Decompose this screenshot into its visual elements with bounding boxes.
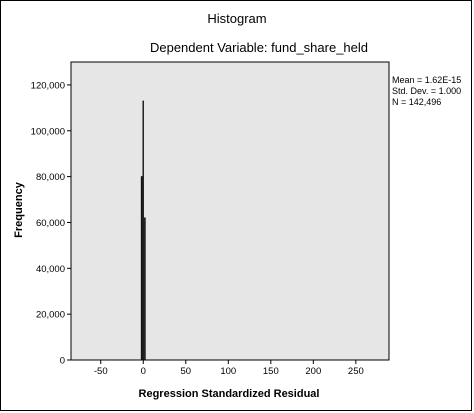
y-axis-label: Frequency [13, 181, 25, 238]
x-tick-label: -50 [94, 366, 108, 377]
y-tick-label: 20,000 [36, 310, 65, 321]
y-tick-label: 80,000 [36, 172, 65, 183]
x-tick-label: 200 [305, 366, 321, 377]
x-tick-label: 250 [348, 366, 364, 377]
x-tick-label: 0 [141, 366, 146, 377]
y-axis: 0 20,000 40,000 60,000 80,000 100,000 120,000 [31, 80, 71, 367]
stat-n: N = 142,496 [392, 97, 441, 107]
x-tick-label: 150 [263, 366, 279, 377]
x-axis-label: Regression Standardized Residual [139, 388, 320, 400]
stat-std-dev: Std. Dev. = 1.000 [392, 86, 461, 96]
y-tick-label: 0 [60, 356, 65, 367]
plot-area [70, 61, 390, 361]
y-tick-label: 120,000 [31, 80, 65, 91]
statistics-box: Mean = 1.62E-15 Std. Dev. = 1.000 N = 14… [392, 75, 461, 107]
y-tick-label: 40,000 [36, 264, 65, 275]
chart-subtitle: Dependent Variable: fund_share_held [150, 40, 368, 55]
y-tick-label: 60,000 [36, 218, 65, 229]
x-tick-label: 50 [180, 366, 191, 377]
y-tick-label: 100,000 [31, 126, 65, 137]
chart-title: Histogram [207, 11, 266, 26]
stat-mean: Mean = 1.62E-15 [392, 75, 461, 85]
x-axis: -50 0 50 100 150 200 250 [94, 360, 364, 377]
x-tick-label: 100 [220, 366, 236, 377]
histogram-bar-4 [144, 217, 146, 361]
